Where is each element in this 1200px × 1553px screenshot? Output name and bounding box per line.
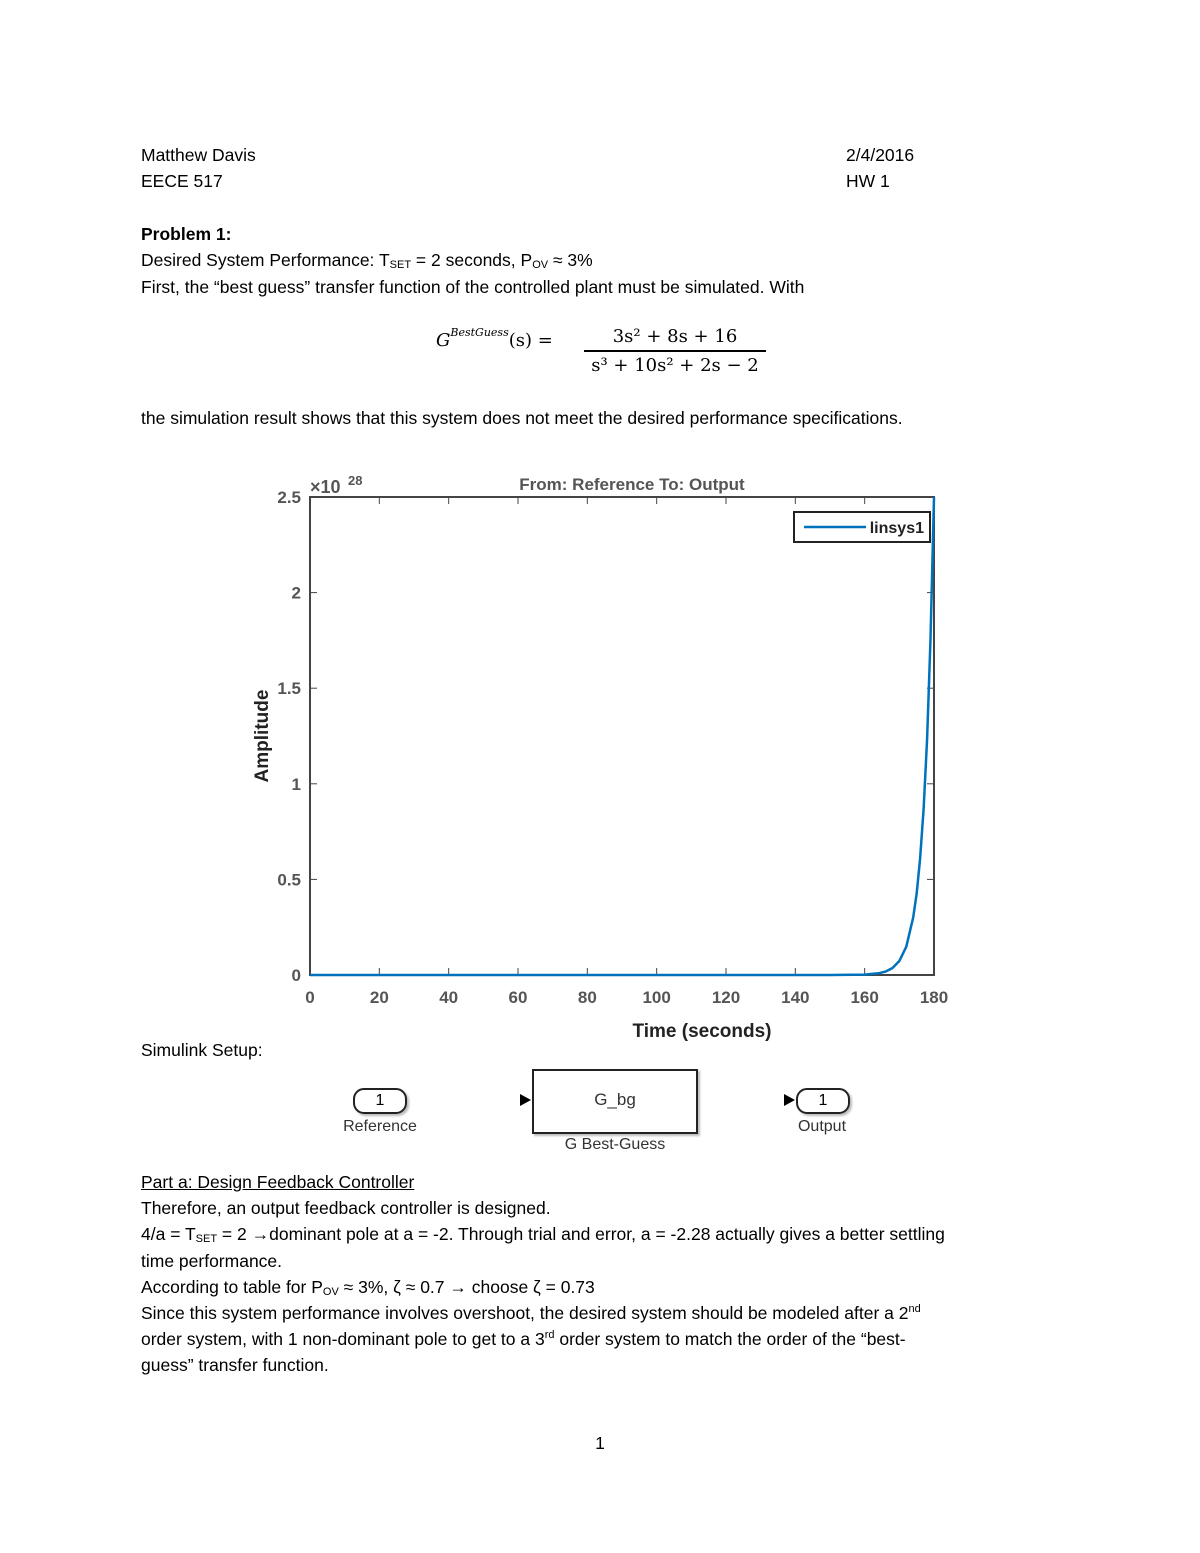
output-label: Output xyxy=(797,1118,847,1135)
equation-fraction: 3s² + 8s + 16 s³ + 10s² + 2s − 2 xyxy=(584,326,766,376)
series-line-linsys1 xyxy=(310,496,936,977)
eq-sup: BestGuess xyxy=(450,326,509,339)
page-number: 1 xyxy=(595,1433,605,1453)
input-arrow-icon xyxy=(520,1094,531,1106)
y-tick-label: 2.5 xyxy=(277,488,301,507)
part-a-line: order system, with 1 non-dominant pole t… xyxy=(141,1329,906,1350)
spec-sub: OV xyxy=(532,259,549,271)
spec-text: Desired System Performance: T xyxy=(141,250,390,270)
output-arrow-icon xyxy=(784,1094,795,1106)
y-exponent: 28 xyxy=(348,473,362,488)
eq-arg: (s) = xyxy=(508,330,553,351)
eq-denominator: s³ + 10s² + 2s − 2 xyxy=(591,355,759,376)
x-tick-label: 0 xyxy=(305,988,314,1007)
part-a-line: Therefore, an output feedback controller… xyxy=(141,1198,551,1218)
chart-title: From: Reference To: Output xyxy=(519,475,745,494)
text: Since this system performance involves o… xyxy=(141,1303,909,1323)
x-tick-label: 160 xyxy=(850,988,878,1007)
part-a-line: guess” transfer function. xyxy=(141,1355,329,1375)
g-best-guess-block[interactable]: G_bg xyxy=(532,1069,698,1134)
x-tick-label: 140 xyxy=(781,988,809,1007)
intro-text: First, the “best guess” transfer functio… xyxy=(141,277,805,297)
assignment: HW 1 xyxy=(846,171,890,191)
result-text: the simulation result shows that this sy… xyxy=(141,408,903,428)
x-tick-label: 180 xyxy=(920,988,948,1007)
text: 4/a = T xyxy=(141,1224,196,1244)
y-axis-label: Amplitude xyxy=(252,690,273,783)
spec-text: = 2 seconds, P xyxy=(411,250,533,270)
output-outport[interactable]: 1 xyxy=(796,1088,850,1114)
y-tick-label: 0.5 xyxy=(277,870,301,889)
spec-line: Desired System Performance: TSET = 2 sec… xyxy=(141,250,593,271)
equation-lhs: GBestGuess(s) = xyxy=(436,326,553,351)
y-tick-label: 0 xyxy=(292,966,301,985)
part-a-line: Since this system performance involves o… xyxy=(141,1303,921,1324)
reference-label: Reference xyxy=(343,1118,417,1135)
plot-area xyxy=(309,496,935,976)
y-tick-label: 1.5 xyxy=(277,679,301,698)
x-tick-label: 20 xyxy=(370,988,389,1007)
course: EECE 517 xyxy=(141,171,223,191)
y-tick-label: 2 xyxy=(292,584,301,603)
y-tick-label: 1 xyxy=(292,775,301,794)
text: ≈ 3%, ζ ≈ 0.7 → choose ζ = 0.73 xyxy=(338,1277,595,1297)
spec-text: ≈ 3% xyxy=(548,250,593,270)
spec-sub: SET xyxy=(389,259,412,271)
x-tick-label: 60 xyxy=(509,988,528,1007)
sub: OV xyxy=(322,1286,339,1298)
x-tick-label: 80 xyxy=(578,988,597,1007)
sub: SET xyxy=(195,1233,218,1245)
eq-numerator: 3s² + 8s + 16 xyxy=(584,326,766,352)
sup: nd xyxy=(908,1303,921,1316)
text: order system to match the order of the “… xyxy=(554,1329,906,1349)
text: = 2 →dominant pole at a = -2. Through tr… xyxy=(217,1224,945,1244)
problem-title: Problem 1: xyxy=(141,224,232,244)
y-multiplier: ×10 xyxy=(310,477,341,497)
part-a-line: time performance. xyxy=(141,1251,283,1271)
simulink-heading: Simulink Setup: xyxy=(141,1040,263,1060)
text: order system, with 1 non-dominant pole t… xyxy=(141,1329,545,1349)
x-tick-label: 100 xyxy=(642,988,670,1007)
step-response-chart: 0 20 40 60 80 100 120 140 160 180 0 0.5 1 1.5 2 2.5 ×10 2… xyxy=(252,473,948,1042)
block-label: G Best-Guess xyxy=(564,1136,666,1153)
date: 2/4/2016 xyxy=(846,145,915,165)
part-a-line: 4/a = TSET = 2 →dominant pole at a = -2.… xyxy=(141,1224,945,1245)
author-name: Matthew Davis xyxy=(141,145,256,165)
x-tick-label: 120 xyxy=(712,988,740,1007)
x-tick-label: 40 xyxy=(439,988,458,1007)
x-axis-label: Time (seconds) xyxy=(632,1021,771,1042)
legend-label: linsys1 xyxy=(870,520,924,537)
part-a-line: According to table for POV ≈ 3%, ζ ≈ 0.7… xyxy=(141,1277,595,1298)
reference-inport[interactable]: 1 xyxy=(353,1088,407,1114)
part-a-title: Part a: Design Feedback Controller xyxy=(141,1172,415,1192)
eq-g: G xyxy=(436,330,451,351)
text: According to table for P xyxy=(141,1277,323,1297)
sup: rd xyxy=(544,1329,555,1342)
